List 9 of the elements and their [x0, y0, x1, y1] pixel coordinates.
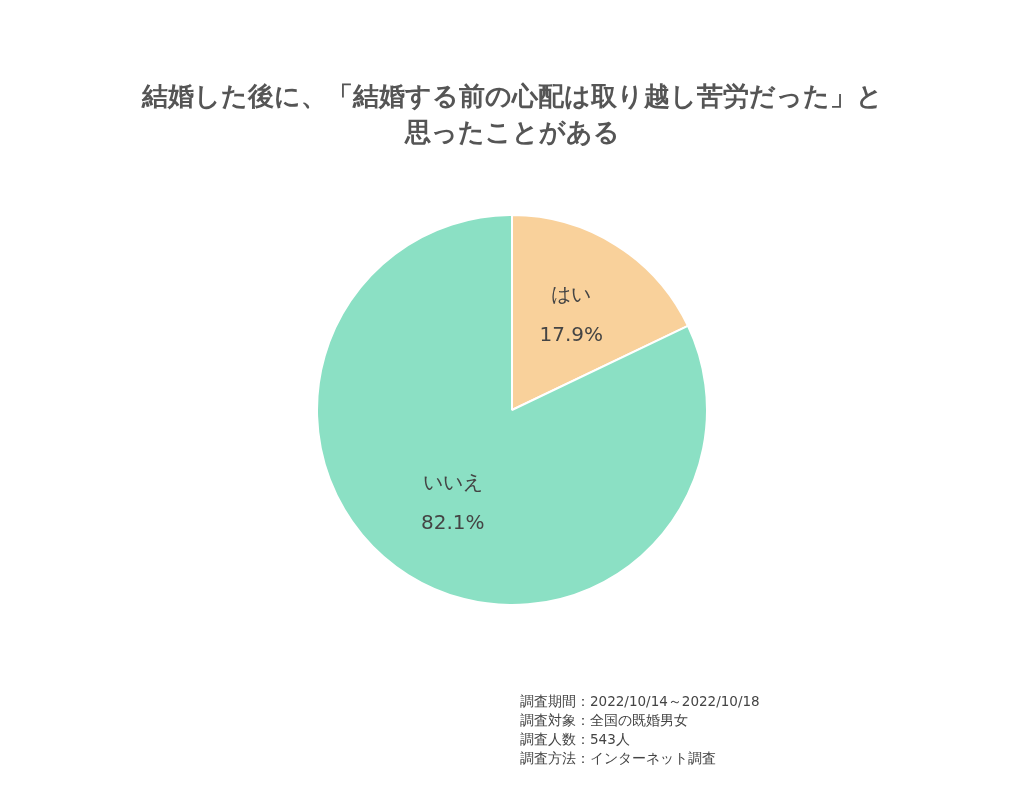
slice-label: はい — [551, 282, 592, 307]
data-label: 82.1% — [420, 510, 485, 535]
text: 調査対象：全国の既婚男女 — [520, 711, 689, 730]
data-label: 17.9% — [539, 322, 604, 347]
text: 調査期間：2022/10/14～2022/10/18 — [520, 692, 760, 711]
text: 調査方法：インターネット調査 — [520, 749, 717, 768]
chart-title: 結婚した後に、「結婚する前の心配は取り越し苦労だった」と思ったことがある — [140, 80, 884, 149]
text: 調査人数：543人 — [520, 730, 631, 749]
slice-label: いいえ — [422, 470, 483, 495]
